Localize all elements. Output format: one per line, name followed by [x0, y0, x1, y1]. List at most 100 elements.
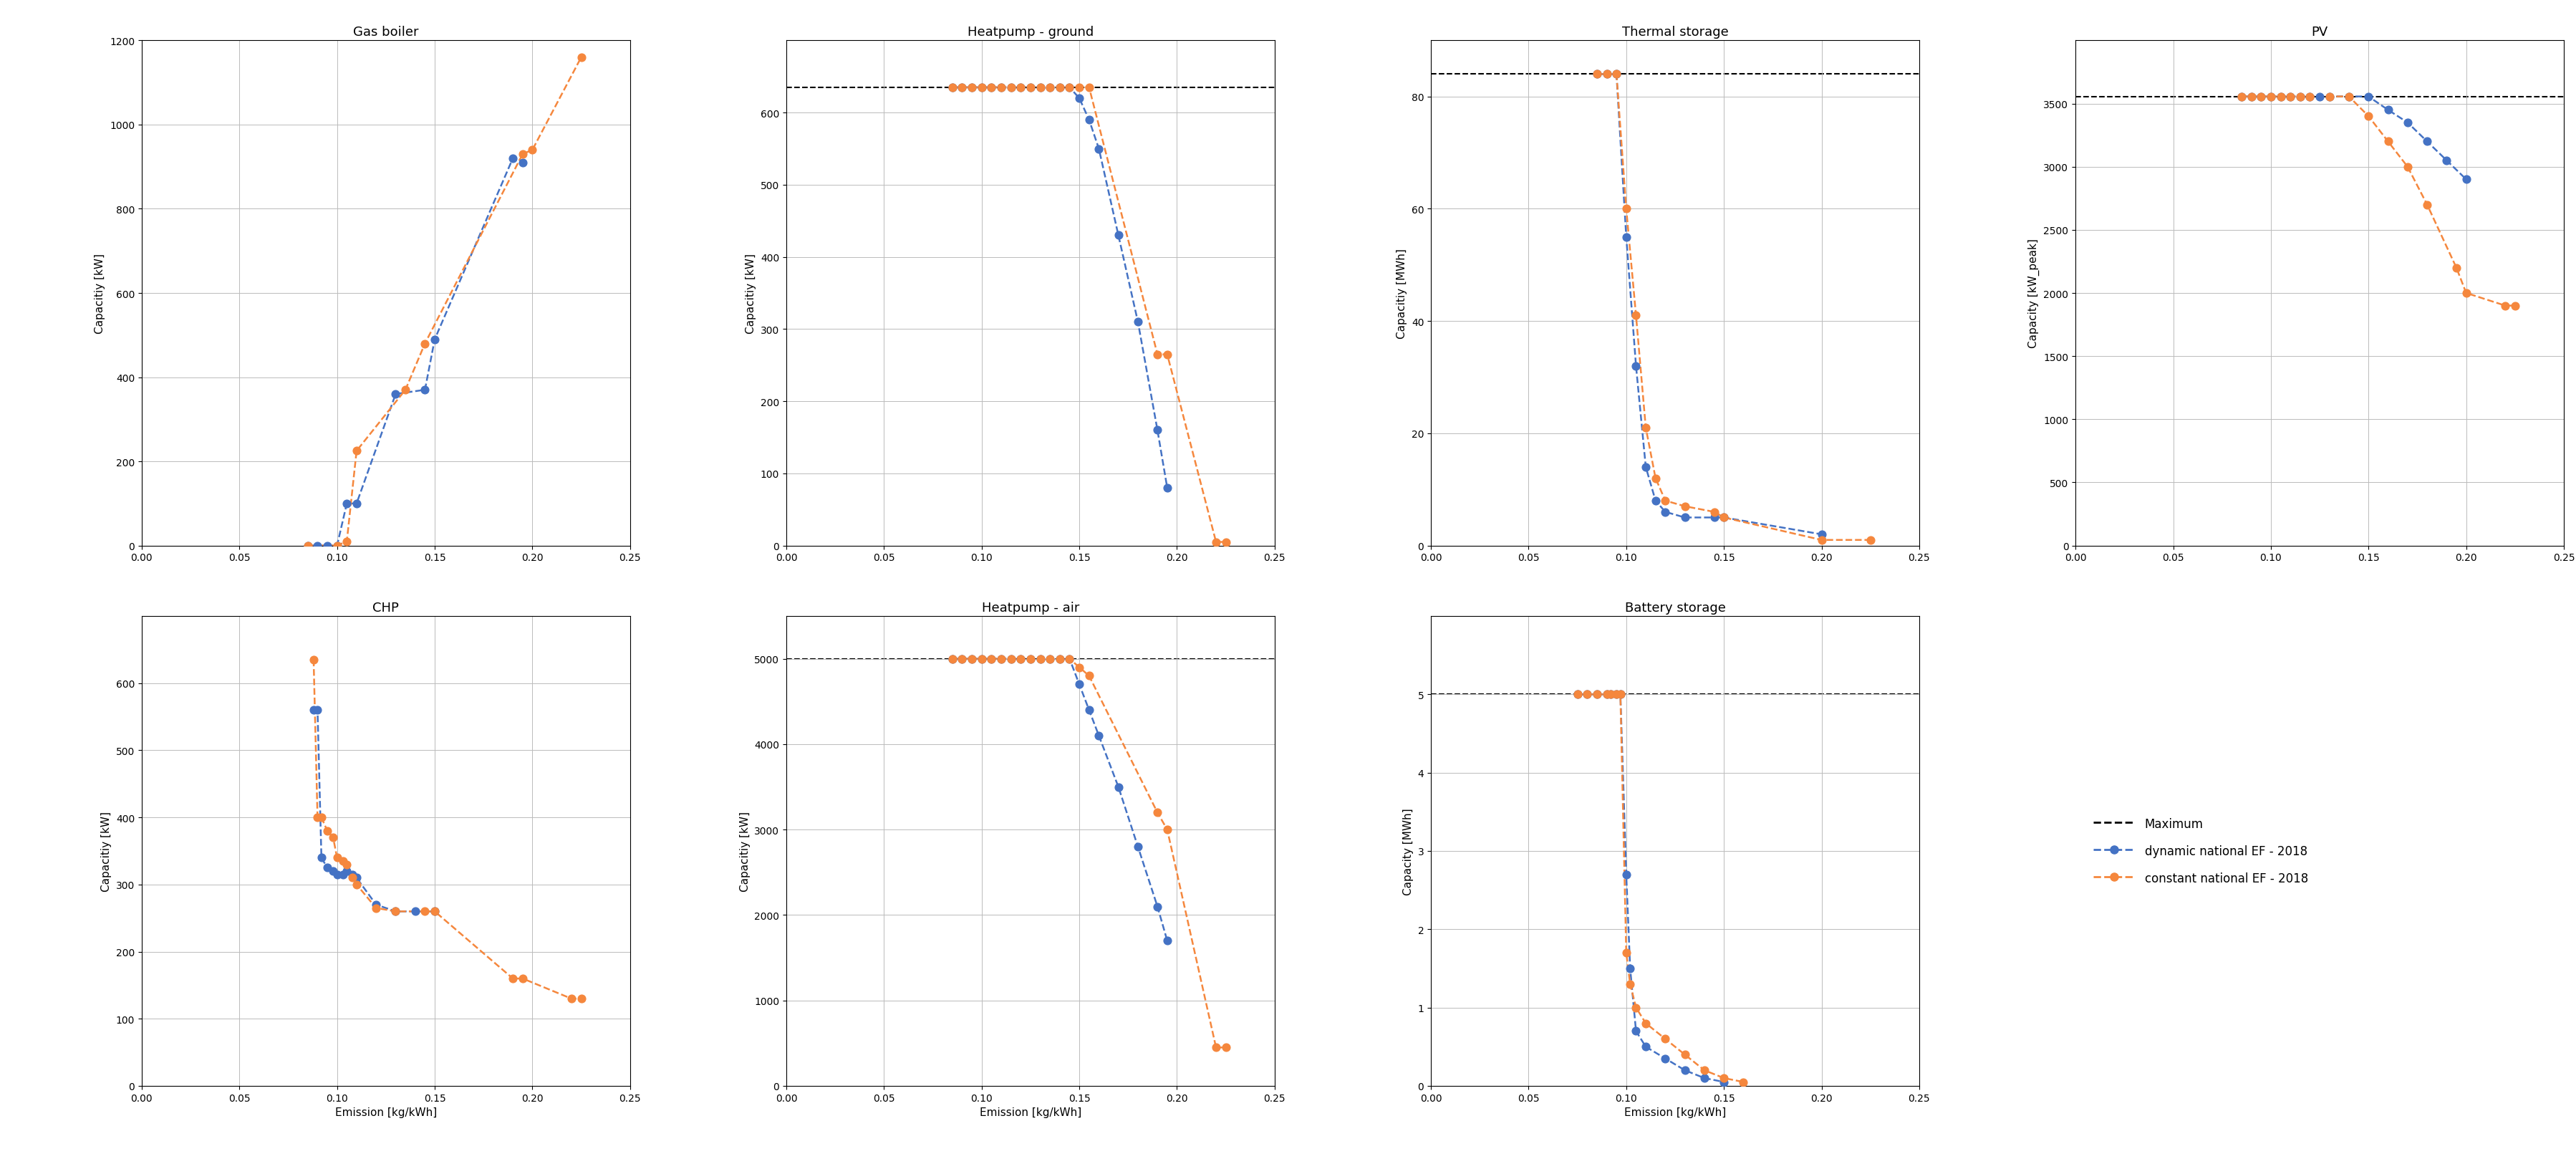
Point [1010, 79, 1051, 97]
Point [1850, 531, 1891, 549]
Point [1595, 686, 1636, 704]
Point [1605, 228, 1646, 247]
Title: PV: PV [2311, 26, 2326, 39]
Point [1625, 458, 1667, 477]
Point [2249, 88, 2290, 107]
Point [1664, 498, 1705, 517]
Point [1059, 675, 1100, 694]
Point [961, 79, 1002, 97]
Point [322, 865, 363, 884]
Point [1038, 79, 1079, 97]
Point [376, 385, 417, 404]
X-axis label: Emission [kg/kWh]: Emission [kg/kWh] [979, 1107, 1082, 1118]
Point [951, 79, 992, 97]
Point [1206, 533, 1247, 552]
Point [286, 537, 327, 555]
Point [981, 649, 1023, 668]
Point [1625, 1014, 1667, 1033]
Point [502, 146, 544, 164]
Point [1636, 492, 1677, 511]
Point [1801, 525, 1842, 544]
Point [2241, 88, 2282, 107]
Point [1636, 470, 1677, 488]
Point [1146, 821, 1188, 839]
Point [1146, 479, 1188, 498]
Point [1077, 727, 1118, 745]
Point [1692, 502, 1734, 521]
Point [1703, 1073, 1744, 1092]
Y-axis label: Capacity [kW_peak]: Capacity [kW_peak] [2027, 238, 2038, 349]
Y-axis label: Capacity [MWh]: Capacity [MWh] [1401, 808, 1414, 895]
Point [384, 380, 425, 399]
Point [327, 494, 368, 513]
Point [2259, 88, 2300, 107]
Point [1587, 66, 1628, 85]
Point [1566, 686, 1607, 704]
Title: Gas boiler: Gas boiler [353, 26, 417, 39]
Legend: Maximum, dynamic national EF - 2018, constant national EF - 2018: Maximum, dynamic national EF - 2018, con… [2081, 805, 2318, 897]
Point [1625, 1038, 1667, 1057]
Point [1020, 649, 1061, 668]
Point [1136, 345, 1177, 364]
Point [981, 649, 1023, 668]
Point [1059, 659, 1100, 677]
Y-axis label: Capacitiy [kW]: Capacitiy [kW] [739, 811, 750, 891]
Point [2298, 88, 2339, 107]
Point [1692, 508, 1734, 527]
Point [2287, 88, 2329, 107]
Point [971, 649, 1012, 668]
Point [1577, 686, 1618, 704]
Point [2329, 88, 2370, 107]
Point [1030, 79, 1072, 97]
Point [971, 79, 1012, 97]
Point [1615, 306, 1656, 325]
Point [2483, 297, 2524, 316]
Point [1682, 1061, 1723, 1080]
Point [1038, 79, 1079, 97]
Point [307, 537, 348, 555]
Point [940, 79, 981, 97]
Point [1566, 686, 1607, 704]
Point [1664, 1061, 1705, 1080]
Point [335, 869, 376, 888]
Point [1077, 140, 1118, 158]
Point [971, 79, 1012, 97]
Point [961, 79, 1002, 97]
Point [286, 537, 327, 555]
X-axis label: Emission [kg/kWh]: Emission [kg/kWh] [335, 1107, 438, 1118]
Point [296, 701, 337, 720]
Point [1048, 649, 1090, 668]
Point [1069, 701, 1110, 720]
Point [940, 649, 981, 668]
Point [317, 865, 358, 884]
Y-axis label: Capacitiy [kW]: Capacitiy [kW] [95, 254, 106, 333]
Point [1097, 777, 1139, 796]
Point [1605, 944, 1646, 963]
Point [933, 649, 974, 668]
Point [2445, 170, 2486, 189]
Point [415, 330, 456, 349]
Point [1615, 998, 1656, 1017]
Point [1097, 227, 1139, 245]
Title: Heatpump - ground: Heatpump - ground [966, 26, 1092, 39]
Point [2308, 88, 2349, 107]
Point [2494, 297, 2535, 316]
Point [492, 149, 533, 168]
Point [327, 855, 368, 873]
Point [1595, 66, 1636, 85]
Point [1556, 686, 1597, 704]
Y-axis label: Capacitiy [MWh]: Capacitiy [MWh] [1396, 249, 1406, 338]
Point [551, 990, 592, 1008]
Point [1038, 649, 1079, 668]
Point [2221, 88, 2262, 107]
Point [376, 902, 417, 920]
Point [1030, 649, 1072, 668]
Point [1038, 649, 1079, 668]
Point [1577, 66, 1618, 85]
Point [1136, 803, 1177, 822]
Point [335, 441, 376, 460]
Point [317, 537, 358, 555]
Point [1703, 1068, 1744, 1087]
Point [989, 79, 1030, 97]
Point [1010, 649, 1051, 668]
